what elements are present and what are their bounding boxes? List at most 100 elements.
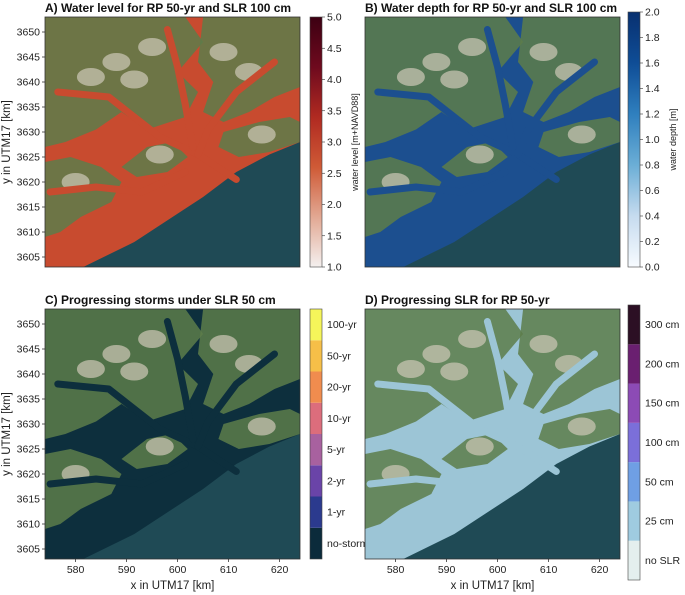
y-tick-label: 3615	[17, 202, 41, 214]
ocean	[403, 434, 620, 559]
x-tick-label: 600	[169, 564, 187, 576]
colorbar-swatch	[628, 540, 640, 580]
y-tick-label: 3620	[17, 469, 41, 481]
y-tick-label: 3605	[17, 252, 41, 264]
y-tick-label: 3645	[17, 344, 41, 356]
colorbar-swatch	[310, 496, 322, 528]
ocean	[83, 142, 300, 267]
colorbar-category-label: 100-yr	[327, 319, 357, 331]
colorbar-tick-label: 1.0	[327, 262, 342, 274]
x-tick-label: 610	[540, 564, 558, 576]
y-tick-label: 3615	[17, 494, 41, 506]
colorbar-swatch	[628, 383, 640, 423]
urban-5	[209, 43, 238, 61]
y-tick-label: 3610	[17, 519, 41, 531]
y-tick-label: 3625	[17, 152, 41, 164]
channel-4	[46, 168, 189, 196]
colorbar-swatch	[310, 465, 322, 497]
urban-4	[76, 360, 105, 378]
urban-5	[209, 335, 238, 353]
colorbar-swatch	[310, 340, 322, 372]
y-tick-label: 3610	[17, 227, 41, 239]
y-tick-label: 3630	[17, 419, 41, 431]
channel-1	[54, 380, 240, 475]
colorbar-tick-label: 1.4	[645, 83, 660, 95]
colorbar-category-label: 50 cm	[645, 476, 674, 488]
panel-title: A) Water level for RP 50-yr and SLR 100 …	[45, 1, 291, 15]
urban-1	[422, 53, 451, 71]
colorbar-swatch	[310, 309, 322, 341]
channel-1	[54, 88, 240, 183]
colorbar-swatch	[310, 402, 322, 434]
plot-frame	[44, 308, 301, 560]
plot-frame	[364, 16, 621, 268]
colorbar-category-label: 20-yr	[327, 382, 351, 394]
urban-1	[102, 53, 131, 71]
urban-9	[567, 417, 596, 436]
colorbar-tick-label: 4.5	[327, 43, 342, 55]
y-tick-label: 3605	[17, 544, 41, 556]
x-tick-label: 600	[489, 564, 507, 576]
colorbar-category-label: 10-yr	[327, 413, 351, 425]
channel-4	[366, 168, 509, 196]
colorbar-tick-label: 3.5	[327, 105, 342, 117]
y-tick-label: 3625	[17, 444, 41, 456]
colorbar-swatch	[628, 344, 640, 384]
channel-3	[194, 58, 278, 158]
urban-2	[120, 362, 149, 381]
colorbar-tick-label: 1.2	[645, 109, 660, 121]
x-tick-label: 620	[591, 564, 609, 576]
panel-2: B) Water depth for RP 50-yr and SLR 100 …	[364, 1, 678, 274]
panel-title: D) Progressing SLR for RP 50-yr	[365, 293, 550, 307]
colorbar-frame	[627, 304, 641, 581]
y-tick-label: 3620	[17, 177, 41, 189]
y-tick-label: 3650	[17, 319, 41, 331]
colorbar-category-label: 300 cm	[645, 319, 680, 331]
urban-9	[247, 125, 276, 144]
colorbar: 1.0 1.5 2.0 2.5 3.0 3.5 4.0 4.5 5.0 water level […	[309, 12, 360, 274]
channel-2	[483, 318, 517, 443]
urban-3	[138, 38, 167, 56]
y-tick-label: 3640	[17, 369, 41, 381]
urban-3	[458, 38, 487, 56]
colorbar-category-label: 150 cm	[645, 398, 680, 410]
channel-3	[514, 350, 598, 450]
colorbar-swatch	[628, 422, 640, 463]
urban-9	[567, 125, 596, 144]
plot-frame	[364, 308, 621, 560]
urban-9	[247, 417, 276, 436]
channel-2	[483, 26, 517, 151]
x-tick-label: 620	[271, 564, 289, 576]
colorbar-tick-label: 2.0	[645, 7, 660, 19]
channel-4	[46, 460, 189, 488]
colorbar-tick-label: 0.4	[645, 211, 660, 223]
y-tick-label: 3650	[17, 27, 41, 39]
urban-5	[529, 335, 558, 353]
y-axis-label: y in UTM17 [km]	[1, 392, 13, 476]
channel-2	[163, 26, 197, 151]
colorbar-label: water level [m+NAVD88]	[350, 93, 360, 192]
urban-5	[529, 43, 558, 61]
x-tick-label: 580	[67, 564, 85, 576]
panel-4: D) Progressing SLR for RP 50-yr 580 590 600…	[364, 293, 680, 592]
urban-7	[465, 437, 494, 456]
colorbar-category-label: 5-yr	[327, 444, 346, 456]
x-tick-label: 590	[118, 564, 136, 576]
colorbar-tick-label: 5.0	[327, 12, 342, 24]
urban-2	[120, 70, 149, 89]
urban-1	[422, 345, 451, 363]
colorbar-swatch	[310, 371, 322, 403]
colorbar-tick-label: 2.0	[327, 199, 342, 211]
channel-1	[374, 88, 560, 183]
colorbar-tick-label: 0.8	[645, 160, 660, 172]
map-area	[45, 17, 300, 267]
colorbar-tick-label: 1.6	[645, 58, 660, 70]
urban-7	[465, 145, 494, 164]
urban-3	[458, 330, 487, 348]
colorbar-tick-label: 1.0	[645, 134, 660, 146]
plot-frame	[44, 16, 301, 268]
panel-title: B) Water depth for RP 50-yr and SLR 100 …	[365, 1, 617, 15]
colorbar-swatch	[628, 462, 640, 502]
y-tick-label: 3645	[17, 52, 41, 64]
y-tick-label: 3640	[17, 77, 41, 89]
